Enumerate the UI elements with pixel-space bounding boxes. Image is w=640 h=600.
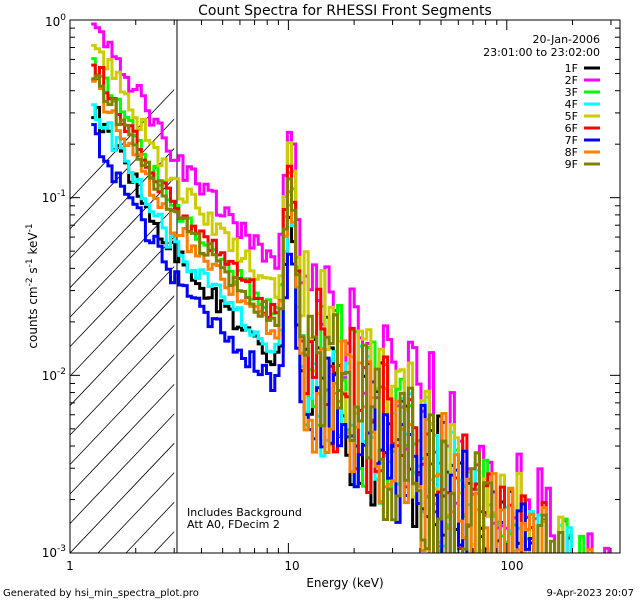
annotation-background: Includes Background bbox=[187, 506, 302, 519]
x-axis-label: Energy (keV) bbox=[306, 576, 383, 590]
hatch-line bbox=[70, 206, 175, 318]
legend-label-4F: 4F bbox=[565, 98, 578, 111]
legend-label-6F: 6F bbox=[565, 122, 578, 135]
legend-label-5F: 5F bbox=[565, 110, 578, 123]
legend-label-7F: 7F bbox=[565, 134, 578, 147]
x-tick-label-1: 10 bbox=[284, 559, 299, 573]
series-2F-line bbox=[91, 22, 611, 553]
legend-label-1F: 1F bbox=[565, 62, 578, 75]
footer-generated-by: Generated by hsi_min_spectra_plot.pro bbox=[3, 588, 199, 599]
legend-label-2F: 2F bbox=[565, 74, 578, 87]
hatch-line bbox=[70, 442, 175, 553]
y-tick-label-0: 100 bbox=[45, 13, 66, 29]
footer-timestamp: 9-Apr-2023 20:07 bbox=[547, 588, 634, 599]
y-axis-label: counts cm-2 s-1 keV-1 bbox=[25, 223, 40, 348]
hatch-line bbox=[70, 148, 175, 259]
hatch-line bbox=[70, 383, 175, 495]
hatch-line bbox=[70, 89, 175, 200]
legend-label-8F: 8F bbox=[565, 146, 578, 159]
plot-frame bbox=[69, 19, 621, 554]
hatch-line bbox=[70, 413, 175, 525]
chart-title: Count Spectra for RHESSI Front Segments bbox=[198, 3, 492, 19]
date-label: 20-Jan-2006 bbox=[533, 33, 601, 46]
y-tick-label-3: 10-3 bbox=[42, 544, 66, 560]
legend-label-3F: 3F bbox=[565, 86, 578, 99]
x-tick-label-0: 1 bbox=[66, 559, 74, 573]
series-9F-line bbox=[91, 74, 565, 553]
x-tick-label-2: 100 bbox=[501, 559, 524, 573]
hatch-line bbox=[70, 236, 175, 348]
series-4F-line bbox=[91, 103, 573, 553]
legend-label-9F: 9F bbox=[565, 158, 578, 171]
y-tick-label-2: 10-2 bbox=[42, 367, 66, 383]
annotation-attenuator: Att A0, FDecim 2 bbox=[187, 518, 280, 531]
time-range-label: 23:01:00 to 23:02:00 bbox=[483, 46, 600, 59]
hatch-line bbox=[70, 177, 175, 289]
axis-ticks bbox=[69, 20, 620, 554]
hatch-line bbox=[70, 265, 175, 377]
y-tick-label-1: 10-1 bbox=[42, 189, 66, 205]
